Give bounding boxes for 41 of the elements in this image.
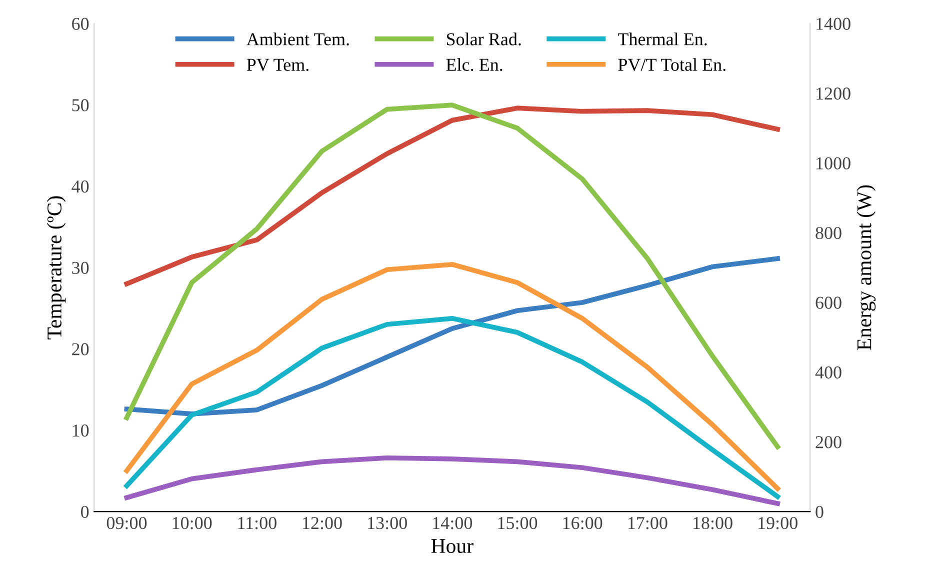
y-tick-label: 30 xyxy=(72,262,89,274)
line-series xyxy=(124,455,780,506)
x-tick-label: 12:00 xyxy=(303,516,342,530)
y2-tick-label: 1000 xyxy=(816,157,850,170)
x-tick-label: 09:00 xyxy=(106,516,147,530)
legend-label: PV Tem. xyxy=(246,58,308,71)
x-tick-label: 14:00 xyxy=(433,516,472,530)
legend-label: Elc. En. xyxy=(446,58,502,71)
x-axis-title: Hour xyxy=(431,539,474,554)
legend-label: Thermal En. xyxy=(618,32,707,46)
line-series xyxy=(124,256,780,416)
x-tick-label: 16:00 xyxy=(563,516,602,530)
y-tick-label: 50 xyxy=(72,99,89,112)
y-tick-label: 10 xyxy=(72,424,89,437)
y-tick-label: 0 xyxy=(81,506,89,518)
line-series xyxy=(124,316,780,499)
y2-tick-label: 600 xyxy=(816,296,842,309)
x-tick-label: 19:00 xyxy=(758,516,798,530)
x-tick-label: 11:00 xyxy=(238,516,276,530)
legend-label: PV/T Total En. xyxy=(618,58,726,71)
x-tick-label: 17:00 xyxy=(628,516,668,530)
y-axis-title: Temperature (ºC) xyxy=(46,196,66,340)
x-tick-label: 13:00 xyxy=(368,516,407,530)
y2-axis-title: Energy amount (W) xyxy=(856,185,876,350)
y2-tick-label: 1200 xyxy=(816,87,850,100)
line-series xyxy=(124,102,780,450)
legend-label: Solar Rad. xyxy=(446,32,521,46)
x-tick-label: 10:00 xyxy=(172,516,212,530)
y2-tick-label: 0 xyxy=(816,506,824,518)
y-tick-label: 40 xyxy=(72,180,89,193)
y-tick-label: 60 xyxy=(72,18,89,30)
y2-tick-label: 800 xyxy=(816,226,842,240)
y2-tick-label: 200 xyxy=(816,436,842,448)
x-tick-label: 18:00 xyxy=(694,516,732,530)
x-tick-label: 15:00 xyxy=(498,516,538,530)
line-series xyxy=(124,106,780,286)
legend-label: Ambient Tem. xyxy=(246,32,349,46)
line-series xyxy=(124,262,780,491)
y2-tick-label: 400 xyxy=(815,366,842,379)
y2-tick-label: 1400 xyxy=(816,18,850,30)
y-tick-label: 20 xyxy=(72,343,89,356)
